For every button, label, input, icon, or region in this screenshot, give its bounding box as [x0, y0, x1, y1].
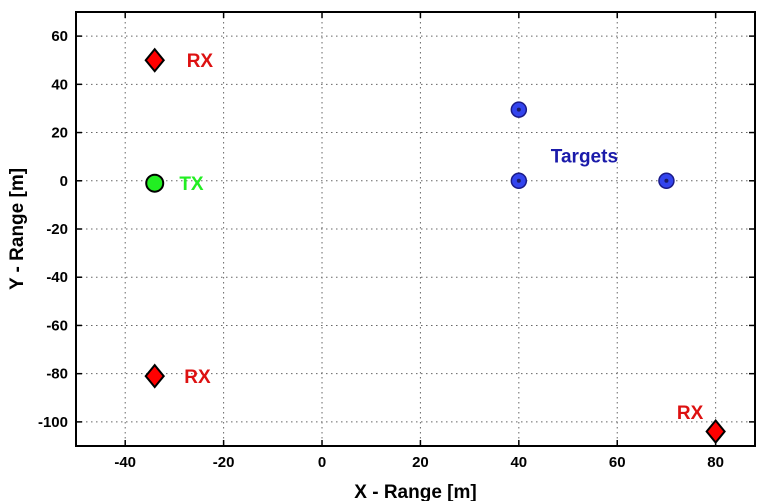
annotation-rx-3: RX: [677, 403, 704, 424]
y-tick-label: -100: [38, 414, 68, 431]
x-tick-label: 40: [510, 454, 527, 471]
data-points: [144, 47, 726, 445]
annotation-tx: TX: [179, 174, 204, 195]
x-tick-label: 80: [707, 454, 724, 471]
x-tick-label: -40: [114, 454, 136, 471]
y-tick-label: -40: [46, 269, 68, 286]
y-tick-label: 60: [51, 28, 68, 45]
x-tick-label: 0: [318, 454, 326, 471]
y-tick-label: 40: [51, 76, 68, 93]
target-marker-center: [516, 107, 521, 112]
rx-marker: [144, 363, 166, 389]
y-tick-label: -80: [46, 366, 68, 383]
x-axis-title: X - Range [m]: [354, 482, 476, 501]
x-tick-label: 20: [412, 454, 429, 471]
rx-marker: [144, 47, 166, 73]
x-tick-label: 60: [609, 454, 626, 471]
axis-ticks: -40 -20 0 20 40 60 80 -100 -80 -60 -40 -20 0 20 40 60: [38, 12, 755, 471]
y-tick-label: 0: [60, 173, 68, 190]
target-marker-center: [664, 178, 669, 183]
y-axis-title: Y - Range [m]: [7, 168, 28, 290]
annotation-rx-1: RX: [187, 51, 214, 72]
annotations: RX RX RX TX Targets: [179, 51, 703, 424]
y-tick-label: -20: [46, 221, 68, 238]
annotation-rx-2: RX: [184, 367, 211, 388]
y-tick-label: 20: [51, 125, 68, 142]
x-tick-label: -20: [213, 454, 235, 471]
annotation-targets: Targets: [551, 146, 618, 167]
rx-marker: [705, 418, 726, 445]
plot-frame: [75, 11, 756, 447]
tx-marker: [145, 173, 165, 193]
target-marker-center: [516, 178, 521, 183]
grid: [76, 12, 755, 446]
y-tick-label: -60: [46, 317, 68, 334]
